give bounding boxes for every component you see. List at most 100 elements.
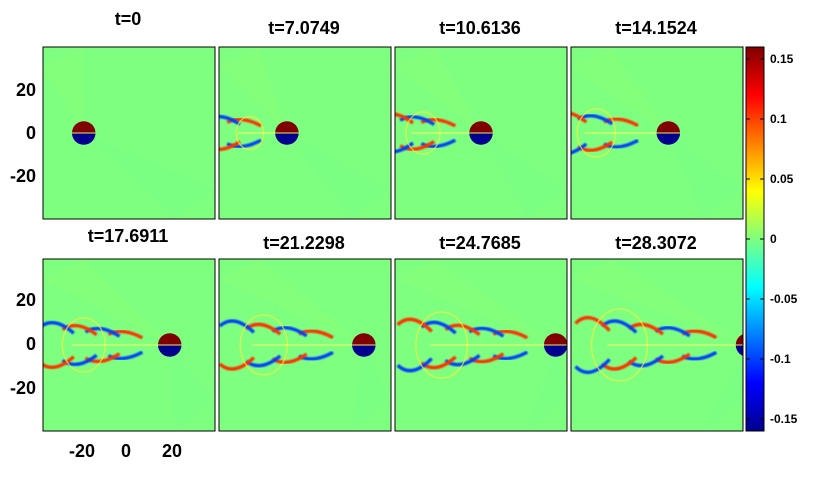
dipole-positive-lobe: [735, 334, 743, 345]
field-shade: [219, 47, 287, 133]
colorbar-tick-label: -0.15: [770, 412, 798, 426]
wake-arc-lower: [43, 355, 75, 370]
panel-field-7: [395, 259, 567, 431]
heatmap-panel-7: [394, 258, 568, 432]
wake-arc-lower: [571, 142, 588, 155]
dipole-positive-lobe: [656, 121, 681, 133]
panel-frame-7: [394, 258, 568, 432]
field-shade: [395, 259, 556, 345]
field-shade: [571, 47, 669, 133]
x-tick-0: -20: [69, 441, 95, 461]
field-shade: [351, 345, 391, 431]
y-axis-row-2: 20 0 -20: [10, 290, 36, 398]
wake-arc-upper: [219, 114, 241, 126]
field-shade: [395, 47, 481, 133]
panel-field-2: [219, 47, 391, 219]
wake-arc-lower: [396, 357, 433, 373]
panel-title-4: t=14.1524: [615, 18, 697, 38]
dipole-positive-lobe: [71, 121, 96, 133]
wake-arc-upper: [574, 315, 611, 332]
wake-arc-lower: [574, 358, 611, 375]
colorbar-tick-label: 0.05: [770, 172, 794, 186]
wake-arc-upper: [399, 115, 436, 126]
colorbar-tick-label: 0.15: [770, 52, 794, 66]
colorbar-tick-label: -0.05: [770, 292, 798, 306]
field-shade: [286, 133, 391, 219]
panel-title-3: t=10.6136: [439, 18, 521, 38]
x-tick-1: 0: [121, 441, 131, 461]
dipole-positive-lobe: [543, 333, 567, 345]
y-tick-row1-2: -20: [10, 166, 36, 186]
y-tick-row2-2: -20: [10, 378, 36, 398]
panel-field-4: [571, 47, 743, 219]
panel-title-5: t=17.6911: [88, 226, 169, 246]
y-tick-row2-0: 20: [16, 290, 36, 310]
colorbar-ticks: 0.15 0.1 0.05 0 -0.05 -0.1 -0.15: [746, 52, 798, 426]
panel-field-3: [395, 47, 567, 219]
field-shade: [43, 47, 84, 133]
panel-title-7: t=24.7685: [439, 233, 521, 253]
wake-arc-lower: [219, 356, 256, 371]
panel-title-2: t=7.0749: [268, 18, 340, 38]
colorbar-tick-label: 0: [770, 232, 777, 246]
dipole-positive-lobe: [157, 333, 182, 345]
dipole-negative-lobe: [735, 345, 743, 356]
dipole-negative-lobe: [71, 133, 96, 145]
dipole-negative-lobe: [352, 345, 376, 357]
y-tick-row2-1: 0: [26, 334, 36, 354]
dipole-negative-lobe: [157, 345, 182, 357]
y-axis-row-1: 20 0 -20: [10, 80, 36, 186]
field-shade: [668, 133, 743, 219]
heatmap-panel-1: [42, 46, 216, 220]
colorbar-tick-label: -0.1: [770, 352, 791, 366]
panel-field-1: [43, 47, 215, 219]
y-tick-row1-0: 20: [16, 80, 36, 100]
field-shade: [481, 133, 567, 219]
panel-field-5: [43, 259, 215, 431]
panel-title-1: t=0: [115, 9, 142, 29]
dipole-negative-lobe: [275, 133, 299, 145]
colorbar-tick-label: 0.1: [770, 112, 787, 126]
field-shade: [527, 345, 567, 431]
panel-frame-2: [218, 46, 392, 220]
heatmap-panel-8: [570, 258, 744, 432]
wake-arc-upper: [571, 111, 588, 124]
field-shade: [43, 259, 170, 345]
wake-arc-lower: [399, 140, 436, 151]
y-tick-row1-1: 0: [26, 123, 36, 143]
wake-arc-upper: [43, 320, 75, 335]
heatmap-panel-3: [394, 46, 568, 220]
x-tick-2: 20: [162, 441, 182, 461]
panel-title-6: t=21.2298: [263, 233, 345, 253]
panel-frame-4: [570, 46, 744, 220]
field-shade: [703, 353, 743, 431]
heatmap-panels: [42, 46, 744, 432]
field-shade: [219, 259, 364, 345]
heatmap-panel-2: [218, 46, 392, 220]
panel-frame-3: [394, 46, 568, 220]
field-shade: [83, 133, 215, 219]
dipole-positive-lobe: [275, 121, 299, 133]
colorbar: 0.15 0.1 0.05 0 -0.05 -0.1 -0.15: [745, 46, 798, 432]
panel-frame-1: [42, 46, 216, 220]
dipole-negative-lobe: [543, 345, 567, 357]
panel-field-6: [219, 259, 391, 431]
heatmap-panel-4: [570, 46, 744, 220]
x-axis: -20 0 20: [69, 441, 182, 461]
panel-title-8: t=28.3072: [615, 233, 697, 253]
heatmap-panel-6: [218, 258, 392, 432]
dipole-positive-lobe: [469, 121, 493, 133]
dipole-positive-lobe: [352, 333, 376, 345]
dipole-negative-lobe: [656, 133, 681, 145]
heatmap-panel-5: [42, 258, 216, 432]
panel-titles: t=0 t=7.0749 t=10.6136 t=14.1524 t=17.69…: [88, 9, 697, 253]
wake-arc-upper: [396, 317, 433, 333]
wake-arc-lower: [219, 140, 241, 152]
panel-frame-5: [42, 258, 216, 432]
field-shade: [571, 259, 743, 344]
panel-field-8: [571, 259, 743, 431]
wake-arc-upper: [219, 319, 256, 334]
panel-frame-6: [218, 258, 392, 432]
dipole-negative-lobe: [469, 133, 493, 145]
